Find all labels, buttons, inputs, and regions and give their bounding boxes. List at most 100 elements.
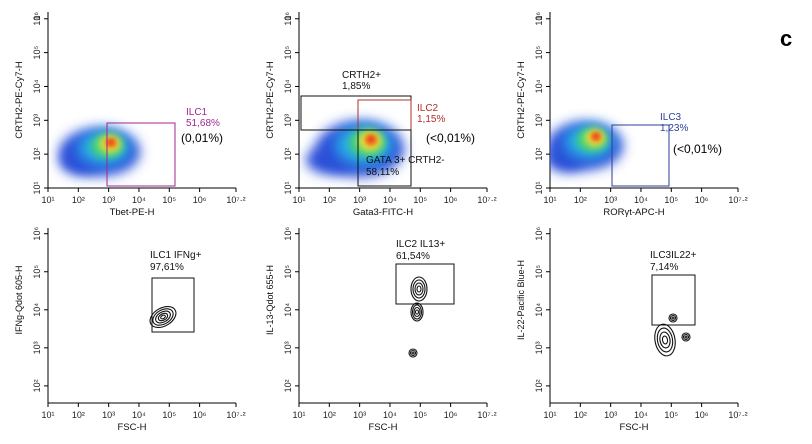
contour-cluster [408,348,418,358]
gate-label: ILC2 IL13+ [396,239,445,250]
y-axis-label: CRTH2-PE-Cy7-H [14,61,25,139]
x-tick-label: 10⁵ [162,410,176,420]
gate-percent: 1,15% [417,114,445,125]
x-tick-label: 10⁶ [193,410,207,420]
gate-rectangle [106,122,176,187]
y-tick-label: 10⁵ [32,265,42,279]
y-tick-label: 10⁴ [32,79,42,93]
x-tick-label: 10² [323,195,336,205]
contour-line [681,332,691,342]
gate-percent: 7,14% [650,262,678,273]
y-tick-label: 10³ [534,114,544,127]
x-tick-label: 10³ [604,410,617,420]
x-tick-label: 10¹ [41,410,54,420]
contour-cluster [668,313,678,323]
y-tick-label: 10⁴ [32,303,42,317]
x-tick-label: 10² [574,410,587,420]
gate-il22: ILC3IL22+7,14% [650,250,697,357]
y-tick-label: 10³ [534,341,544,354]
gate-percent: 1,85% [342,81,370,92]
y-tick-label: 10² [534,148,544,161]
x-tick-label: 10³ [604,195,617,205]
contour-cluster [681,332,691,342]
contour-line [149,305,177,329]
gate-label: ILC1 IFNg+ [150,250,202,261]
x-tick-label: 10⁵ [664,195,678,205]
gate-percent: 61,54% [396,251,430,262]
contour-line [671,316,675,320]
gate-percent: 97,61% [150,262,184,273]
y-tick-label: 10⁵ [283,45,293,59]
gate-percent: 1,23% [660,123,688,134]
density-population [306,121,404,177]
y-tick-label: 1 [32,15,42,20]
plot-ilc3-density: 10¹ 10² 10³ 10⁴ 10⁵ 10⁶ 10⁷·² RORγt-APC-H 10¹ 10²… [516,12,748,218]
gate-label: ILC1 [186,107,208,118]
y-tick-label: 10⁵ [534,45,544,59]
x-axis-label: RORγt-APC-H [603,207,664,218]
y-tick-label: 10⁴ [534,303,544,317]
y-tick-label: 10⁶ [534,227,544,241]
y-tick-label: 10⁶ [283,227,293,241]
y-tick-label: 10⁶ [32,227,42,241]
x-tick-label: 10⁵ [664,410,678,420]
x-tick-label: 10⁶ [695,410,709,420]
contour-line [413,306,421,318]
gate-ifng: ILC1 IFNg+97,61% [149,250,202,333]
y-tick-label: 1 [283,15,293,20]
contour-line [408,348,418,358]
contour-line [654,323,676,357]
gate-rectangle [611,124,670,187]
gate-il13: ILC2 IL13+61,54% [395,239,455,358]
y-tick-label: 10² [283,148,293,161]
plot-ifng-contour: 10¹ 10² 10³ 10⁴ 10⁵ 10⁶ 10⁷·² FSC-H 10² 10³ 10⁴ 10⁵… [14,227,246,433]
contour-line [411,304,423,320]
x-tick-label: 10⁷·² [477,410,496,420]
x-tick-label: 10⁷·² [728,195,747,205]
x-tick-label: 10⁴ [132,195,146,205]
contour-line [656,327,674,353]
y-tick-label: 10¹ [534,181,544,194]
y-axis-label: IL-13-Qdot 655-H [265,265,275,335]
contour-cluster [654,323,676,357]
y-tick-label: 10³ [32,114,42,127]
x-tick-label: 10⁶ [444,410,458,420]
density-population [60,128,140,176]
y-tick-label: 10¹ [283,181,293,194]
x-tick-label: 10¹ [543,195,556,205]
density-population [550,122,623,172]
y-tick-label: 10⁶ [283,12,293,26]
y-tick-label: 10³ [283,114,293,127]
x-tick-label: 10¹ [543,410,556,420]
y-tick-label: 10³ [32,341,42,354]
y-tick-label: 10⁶ [534,12,544,26]
y-tick-label: 10² [283,379,293,392]
gate-label: ILC3 [660,112,682,123]
contour-line [668,313,678,323]
x-tick-label: 10¹ [292,410,305,420]
x-tick-label: 10⁴ [634,195,648,205]
contour-line [659,331,671,349]
x-tick-label: 10² [574,195,587,205]
x-tick-label: 10³ [102,195,115,205]
x-axis-label: Gata3-FITC-H [353,207,413,218]
contour-line [410,276,428,302]
contour-line [414,282,424,296]
x-tick-label: 10⁵ [413,195,427,205]
gate-label: CRTH2+ [342,70,381,81]
gate-rectangle [151,277,195,333]
contour-line [155,310,171,324]
y-tick-label: 10² [534,379,544,392]
y-tick-label: 1 [534,15,544,20]
x-tick-label: 10⁵ [413,410,427,420]
contour-line [152,308,174,326]
contour-line [669,314,677,322]
gate-label: ILC2 [417,103,439,114]
gate-rectangle [651,274,696,326]
x-axis-label: Tbet-PE-H [110,207,155,218]
plot-il13-contour: 10¹ 10² 10³ 10⁴ 10⁵ 10⁶ 10⁷·² FSC-H 10² 10³ 10⁴ 10⁵… [265,227,497,433]
